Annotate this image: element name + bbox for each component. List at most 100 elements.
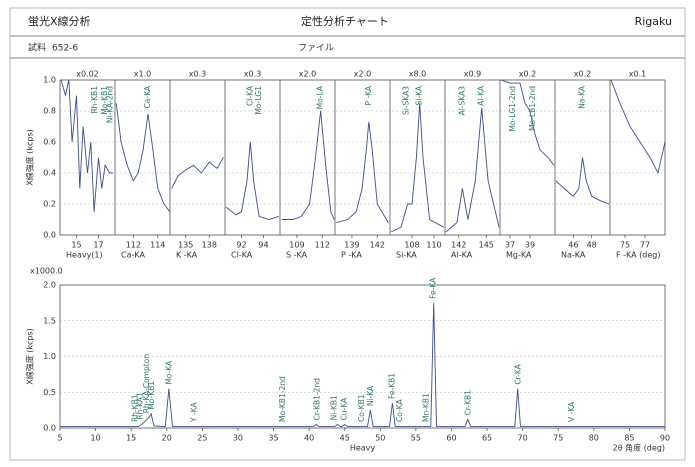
spectrum [445,107,500,233]
x-tick-label: 114 [150,241,165,250]
peak-label: Rh-KA1 [135,392,144,420]
brand: Rigaku [635,15,672,28]
spectrum [555,157,610,205]
peak-label: Al-SKA3 [457,86,466,116]
x-tick-label: 39 [525,241,535,250]
x-tick-label: 15 [71,241,81,250]
x-tick-label: 5 [57,434,62,443]
panel-label: K -KA [176,251,198,260]
y-scale-label: x1000.0 [30,267,63,276]
spectrum [336,121,389,224]
peak-label: Ni-KA-2nd [106,86,115,123]
spectrum [390,103,445,233]
spectrum [115,103,171,213]
panel-label: Na-KA [561,251,586,260]
spectrum [171,157,224,189]
x-tick-label: 109 [289,241,304,250]
y-tick-label: 0.5 [43,388,56,397]
x-tick-label: 15 [126,434,136,443]
peak-label: Co-KB1 [357,394,366,422]
panel-scale: x0.3 [244,70,261,79]
y-axis-label: X線強度 (kcps) [25,328,35,385]
panel-label: P -KA [341,251,362,260]
x-tick-label: 110 [426,241,441,250]
panel-label: Cl-KA [231,251,253,260]
panel-label: Al-KA [451,251,473,260]
peak-label: Mn-KB1 [422,393,431,422]
x-tick-label: 142 [370,241,385,250]
peak-label: Cl-KA [245,85,254,106]
peak-label: Mo-KB1 [147,381,156,410]
peak-label: Fe-KA [429,277,438,299]
peak-label: Y -KA [190,402,199,423]
x-tick-label: 90 [660,434,670,443]
panel-label: Ca-KA [121,251,145,260]
x-tick-label: 60 [446,434,456,443]
x-tick-label: 46 [568,241,578,250]
y-tick-label: 0.4 [43,169,56,178]
x-tick-label: 75 [620,241,630,250]
y-tick-label: 2.0 [43,281,56,290]
y-tick-label: 0.8 [43,107,56,116]
x-tick-label: 94 [258,241,268,250]
page-frame [9,7,686,461]
peak-label: Mo-LA [316,85,325,109]
spectrum [500,79,555,166]
x-tick-label: 85 [624,434,634,443]
y-tick-label: 1.0 [43,352,56,361]
panel-scale: x0.3 [189,70,206,79]
peak-label: Cr-KB1 [464,390,473,416]
file-label: ファイル [298,44,334,54]
spectrum [60,302,665,428]
panel-label: S -KA [286,251,308,260]
peak-label: Mo-LG1-2nd [508,86,517,132]
y-tick-label: 1.5 [43,316,56,325]
x-tick-label: 35 [268,434,278,443]
x-tick-label: 40 [304,434,314,443]
peak-label: Na-KA [578,85,587,109]
x-tick-label: 135 [178,241,193,250]
peak-label: Rh-KA-Compton [142,354,151,414]
x-tick-label: 139 [344,241,359,250]
panel-scale: x8.0 [409,70,426,79]
peak-label: Mo-KB1-2nd [278,376,287,422]
panel-label: Si-KA [396,251,417,260]
spectrum [610,79,666,175]
peak-label: Rh-KB1 [90,86,99,114]
plot-frame [59,284,666,429]
x-tick-label: 17 [93,241,103,250]
x-tick-label: 92 [236,241,246,250]
peak-label: Ni-KB1 [330,395,339,420]
y-tick-label: 0.0 [43,424,56,433]
panel-scale: x2.0 [299,70,316,79]
x-tick-label: 50 [375,434,385,443]
x-tick-label: 108 [404,241,419,250]
panel-label: Heavy(1) [66,251,103,260]
x-tick-label: 25 [197,434,207,443]
panel-scale: x2.0 [354,70,371,79]
peak-label: V -KA [567,401,576,422]
peak-label: Co-KA [395,399,404,422]
x-tick-label: 112 [126,241,141,250]
x-axis-label: Heavy [350,444,376,453]
panel-scale: x0.9 [464,70,481,79]
x-tick-label: 20 [162,434,172,443]
spectrum [281,110,335,220]
peak-label: Si-SKA3 [402,86,411,115]
x-tick-label: 37 [505,241,515,250]
y-axis-label: X線強度 (kcps) [25,129,35,186]
peak-label: Mo-LG1 [254,86,263,115]
x-tick-label: 55 [411,434,421,443]
y-tick-label: 0.2 [43,200,56,209]
y-tick-label: 0.0 [43,231,56,240]
x-tick-label: 48 [587,241,597,250]
peak-label: Fe-KB1 [387,373,396,399]
sample: 652-6 [52,44,78,54]
peak-label: Cr-KB1-2nd [313,378,322,421]
title: 蛍光X線分析 [28,14,91,28]
subtitle: 定性分析チャート [301,14,389,28]
x-tick-label: 75 [553,434,563,443]
spectrum [225,141,280,220]
x-tick-label: 30 [233,434,243,443]
